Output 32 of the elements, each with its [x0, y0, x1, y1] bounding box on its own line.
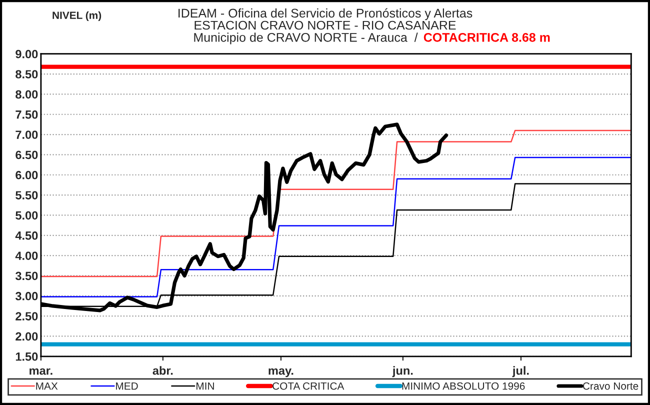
y-tick-label: 7.50 — [16, 110, 38, 119]
y-tick-label: 4.00 — [15, 252, 38, 260]
y-tick-label: 8.00 — [16, 90, 38, 99]
y-tick-label: 1.50 — [16, 352, 38, 361]
legend-label: MAX — [36, 382, 58, 390]
x-tick-label: abr. — [152, 366, 173, 375]
y-tick-label: 3.50 — [15, 272, 38, 280]
x-tick-label: jul. — [512, 366, 529, 378]
text: Municipio de CRAVO NORTE - Arauca / — [194, 32, 418, 44]
y-tick-label: 6.50 — [16, 150, 38, 160]
y-tick-label: 5.00 — [16, 211, 38, 220]
y-tick-label: 5.50 — [16, 191, 38, 200]
y-tick-label: 4.50 — [15, 231, 38, 240]
chart-subtitle: ESTACION CRAVO NORTE - RIO CASANARE — [194, 20, 456, 30]
y-tick-label: 7.00 — [16, 130, 38, 139]
legend-label: MIN — [196, 382, 214, 390]
y-tick-label: 8.50 — [16, 70, 38, 78]
y-tick-label: 3.00 — [15, 292, 38, 300]
text: COTACRITICA 8.68 m — [424, 32, 550, 42]
legend-label: Cravo Norte — [582, 382, 638, 390]
y-axis-title: NIVEL (m) — [52, 11, 102, 22]
y-tick-label: 6.00 — [16, 170, 38, 180]
y-tick-label: 9.00 — [16, 50, 38, 58]
y-tick-label: 2.00 — [16, 332, 38, 341]
y-tick-label: 2.50 — [16, 312, 38, 320]
legend-label: COTA CRITICA — [272, 382, 344, 390]
x-tick-label: jun. — [392, 366, 413, 378]
chart-title: IDEAM - Oficina del Servicio de Pronósticos y Alertas — [178, 8, 472, 20]
x-tick-label: may. — [268, 368, 294, 378]
x-tick-label: mar. — [30, 368, 52, 375]
legend-label: MED — [116, 382, 138, 390]
legend-label: MINIMO ABSOLUTO 1996 — [402, 382, 525, 390]
